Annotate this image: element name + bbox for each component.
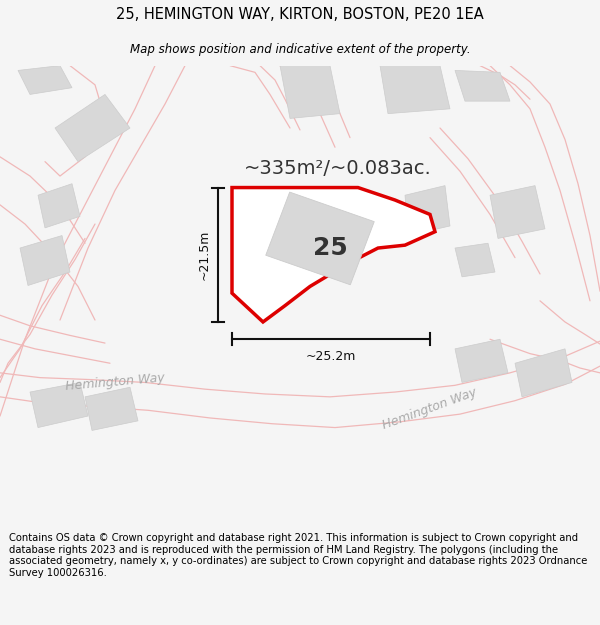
Text: ~25.2m: ~25.2m xyxy=(306,350,356,363)
Polygon shape xyxy=(280,66,340,118)
Polygon shape xyxy=(490,186,545,238)
Polygon shape xyxy=(30,382,88,428)
Text: Contains OS data © Crown copyright and database right 2021. This information is : Contains OS data © Crown copyright and d… xyxy=(9,533,587,578)
Polygon shape xyxy=(455,339,508,382)
Polygon shape xyxy=(515,349,572,397)
Text: ~21.5m: ~21.5m xyxy=(197,229,211,280)
Text: 25, HEMINGTON WAY, KIRTON, BOSTON, PE20 1EA: 25, HEMINGTON WAY, KIRTON, BOSTON, PE20 … xyxy=(116,7,484,22)
Text: 25: 25 xyxy=(313,236,347,260)
Polygon shape xyxy=(455,243,495,277)
Polygon shape xyxy=(18,66,72,94)
Text: Map shows position and indicative extent of the property.: Map shows position and indicative extent… xyxy=(130,42,470,56)
Polygon shape xyxy=(380,66,450,114)
Polygon shape xyxy=(55,94,130,162)
Polygon shape xyxy=(266,192,374,285)
Polygon shape xyxy=(300,191,370,253)
Polygon shape xyxy=(455,71,510,101)
Polygon shape xyxy=(232,188,435,322)
Text: Hemington Way: Hemington Way xyxy=(65,372,165,393)
Text: Hemington Way: Hemington Way xyxy=(381,385,479,431)
Text: ~335m²/~0.083ac.: ~335m²/~0.083ac. xyxy=(244,159,432,178)
Polygon shape xyxy=(38,184,80,228)
Polygon shape xyxy=(85,388,138,431)
Polygon shape xyxy=(405,186,450,236)
Polygon shape xyxy=(20,236,70,286)
